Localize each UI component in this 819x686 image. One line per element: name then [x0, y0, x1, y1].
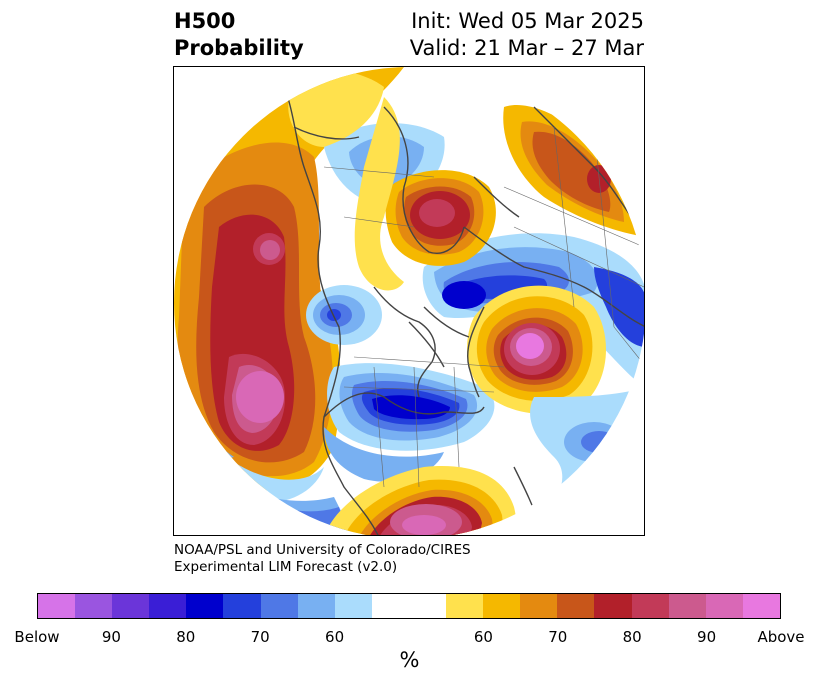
colorbar-tick-label: 60 [325, 628, 345, 646]
colorbar-segment [705, 594, 743, 618]
colorbar-segment [446, 594, 484, 618]
colorbar-segment [371, 594, 409, 618]
valid-range: Valid: 21 Mar – 27 Mar [409, 36, 644, 60]
colorbar-segment [297, 594, 335, 618]
colorbar-tick-label: 90 [697, 628, 717, 646]
colorbar-tick-label: 70 [250, 628, 270, 646]
colorbar-segment [520, 594, 558, 618]
map-title: H500 Probability [174, 8, 304, 62]
map-panel [173, 66, 645, 536]
probability-map [174, 67, 644, 535]
variable-label: H500 [174, 9, 236, 33]
colorbar-segment [408, 594, 447, 618]
atlantic-negative-anomaly [306, 285, 382, 345]
credit-line-2: Experimental LIM Forecast (v2.0) [174, 559, 398, 575]
colorbar-segment [186, 594, 224, 618]
colorbar-segment [668, 594, 706, 618]
colorbar-segment [112, 594, 150, 618]
colorbar-segment [334, 594, 372, 618]
colorbar [37, 593, 781, 619]
asia-positive-anomaly [503, 105, 644, 237]
colorbar-segment [38, 594, 76, 618]
colorbar-segment [631, 594, 669, 618]
atlantic-south-positive-anomaly [324, 466, 516, 535]
credit-line-1: NOAA/PSL and University of Colorado/CIRE… [174, 542, 471, 558]
product-label: Probability [174, 36, 304, 60]
colorbar-tick-label: 60 [473, 628, 493, 646]
colorbar-tick-label: 70 [548, 628, 568, 646]
pacific-positive-anomaly [174, 67, 404, 491]
eurasia-positive-anomaly [467, 285, 606, 415]
init-date: Init: Wed 05 Mar 2025 [411, 9, 644, 33]
colorbar-segment [75, 594, 113, 618]
colorbar-segment [742, 594, 780, 618]
credit-text: NOAA/PSL and University of Colorado/CIRE… [174, 542, 471, 576]
colorbar-tick-label: 80 [622, 628, 642, 646]
colorbar-ticks: Below 90 80 70 60 60 70 80 90 Above [0, 628, 819, 648]
colorbar-segment [557, 594, 595, 618]
colorbar-tick-label: 80 [176, 628, 196, 646]
colorbar-tick-label: Below [14, 628, 60, 646]
colorbar-unit: % [399, 648, 420, 672]
colorbar-segment [483, 594, 521, 618]
colorbar-tick-label: Above [757, 628, 805, 646]
colorbar-segment [260, 594, 298, 618]
colorbar-segment [594, 594, 632, 618]
colorbar-segment [149, 594, 187, 618]
colorbar-tick-label: 90 [101, 628, 121, 646]
north-atlantic-positive-anomaly [385, 170, 496, 266]
colorbar-segment [223, 594, 261, 618]
date-info: Init: Wed 05 Mar 2025 Valid: 21 Mar – 27… [410, 8, 644, 62]
